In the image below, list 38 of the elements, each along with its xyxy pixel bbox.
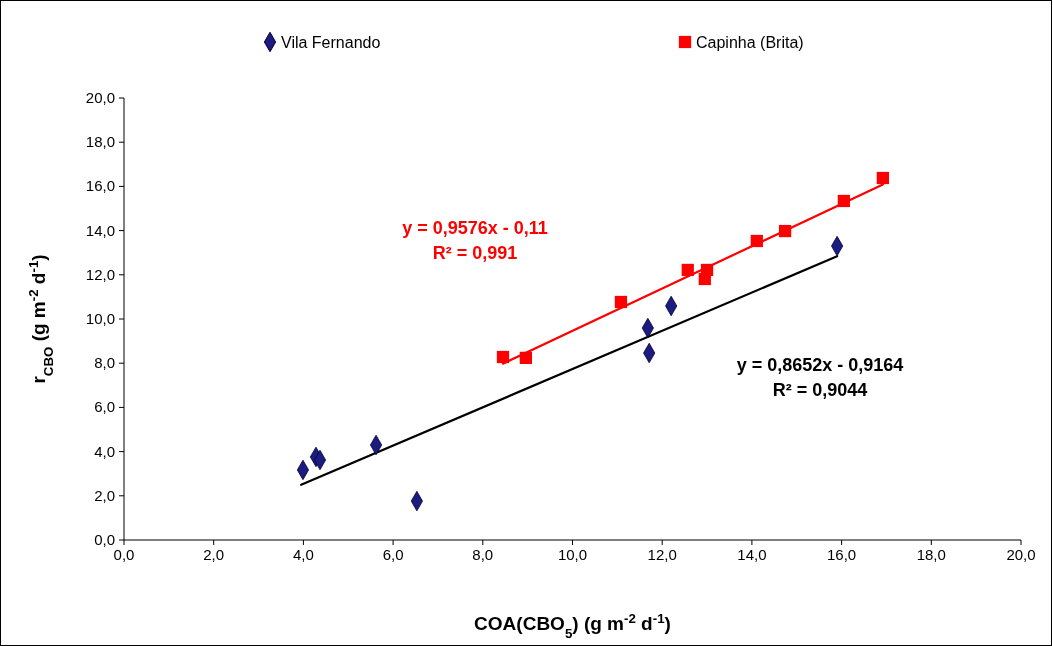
legend-label: Vila Fernando — [281, 34, 381, 51]
point — [614, 295, 628, 309]
y-tick-label: 6,0 — [94, 398, 115, 416]
point — [876, 171, 889, 185]
y-tick-label: 4,0 — [94, 442, 115, 460]
annotation: R² = 0,9044 — [772, 380, 868, 400]
x-tick-label: 0,0 — [113, 546, 135, 563]
x-tick-label: 12,0 — [647, 546, 677, 563]
annotation: R² = 0,991 — [432, 243, 518, 263]
y-tick-label: 0,0 — [94, 531, 115, 548]
y-tick-label: 8,0 — [94, 354, 115, 372]
x-tick-label: 18,0 — [916, 546, 946, 563]
point — [778, 224, 792, 238]
x-tick-label: 10,0 — [557, 546, 588, 563]
y-tick-label: 18,0 — [85, 133, 115, 151]
x-tick-label: 6,0 — [382, 546, 404, 563]
point — [519, 351, 532, 365]
x-tick-label: 14,0 — [737, 546, 767, 563]
x-tick-label: 20,0 — [1006, 546, 1036, 563]
x-tick-label: 4,0 — [292, 546, 314, 563]
x-tick-label: 8,0 — [472, 546, 494, 563]
x-axis-title: COA(CBO$_{5}$) (g m$^{-2}$ d$^{-1}$) — [474, 610, 671, 641]
y-tick-label: 14,0 — [85, 221, 115, 239]
y-tick-label: 2,0 — [94, 486, 115, 504]
annotation: y = 0,9576x - 0,11 — [402, 218, 548, 238]
y-tick-label: 10,0 — [85, 310, 115, 327]
x-tick-label: 16,0 — [827, 546, 857, 563]
y-tick-label: 16,0 — [85, 177, 115, 195]
annotation: y = 0,8652x - 0,9164 — [736, 355, 904, 375]
point — [837, 194, 850, 208]
y-tick-label: 12,0 — [85, 265, 115, 283]
legend-label: Capinha (Brita) — [696, 34, 804, 51]
point — [496, 350, 510, 364]
point — [750, 234, 763, 248]
x-tick-label: 2,0 — [203, 546, 225, 563]
y-tick-label: 20,0 — [85, 89, 115, 106]
point — [681, 263, 694, 277]
point — [700, 263, 714, 277]
